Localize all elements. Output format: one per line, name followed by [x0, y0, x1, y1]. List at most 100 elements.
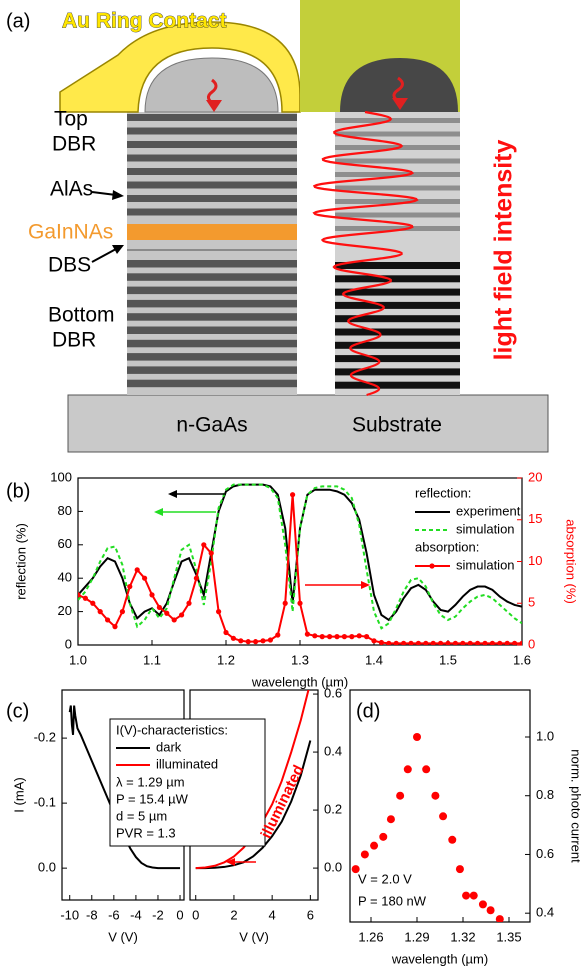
annotation: V = 2.0 V	[358, 871, 412, 886]
series-marker	[378, 639, 384, 645]
pillar	[127, 112, 297, 395]
series-marker	[105, 617, 111, 623]
x-tick-label: 1.26	[358, 929, 383, 944]
plot-area	[68, 705, 181, 870]
data-point	[370, 841, 379, 850]
sem-layer	[335, 172, 460, 177]
series-marker	[238, 638, 244, 644]
series-marker	[393, 640, 399, 645]
layer-label: Bottom	[48, 304, 115, 327]
series-marker	[408, 640, 414, 645]
x-tick-label: 0	[192, 907, 199, 922]
series-marker	[504, 640, 510, 645]
series-marker	[386, 640, 392, 645]
series-marker	[475, 640, 481, 645]
data-point	[486, 906, 495, 915]
dbr-layer	[127, 313, 297, 321]
y-tick-label: 0.2	[324, 802, 342, 817]
series-marker	[327, 634, 333, 640]
x-tick-label: -4	[130, 907, 142, 922]
y-tick-label: 60	[58, 536, 72, 551]
sem-layer	[335, 118, 460, 123]
layer-label: Top	[54, 108, 88, 131]
dbr-layer	[127, 127, 297, 135]
data-point	[462, 891, 471, 900]
series-marker	[127, 583, 133, 590]
series-marker	[253, 639, 259, 645]
sem-layer	[335, 131, 460, 137]
sem-layer	[335, 341, 460, 349]
y-tick-label: 100	[50, 469, 72, 484]
sem-layer	[335, 199, 460, 204]
dbr-layer	[127, 208, 297, 216]
y-axis-label: norm. photo current	[569, 749, 584, 863]
series-marker	[230, 635, 236, 641]
sem-dome	[340, 58, 458, 112]
field-intensity-wave	[312, 110, 419, 397]
x-tick-label: -2	[152, 907, 164, 922]
x-axis-label: V (V)	[239, 929, 269, 944]
series-marker	[149, 592, 155, 598]
plot-area	[78, 483, 522, 645]
layer-label: DBS	[48, 254, 91, 277]
y-tick-label: 0	[65, 636, 72, 651]
x-tick-label: -6	[108, 907, 120, 922]
x-tick-label: 1.32	[450, 929, 475, 944]
y2-axis-label: absorption (%)	[564, 519, 579, 604]
data-point	[351, 865, 360, 874]
data-point	[495, 915, 504, 922]
y-tick-label: 80	[58, 503, 72, 518]
series-marker	[186, 600, 192, 606]
series-marker	[290, 492, 296, 498]
series-marker	[208, 550, 214, 556]
light-arrow-head	[206, 100, 222, 112]
sem-layer	[335, 275, 460, 283]
y2-tick-label: 20	[528, 469, 542, 484]
sem-layer	[335, 226, 460, 231]
dbr-layer	[127, 286, 297, 295]
dbr-layer	[127, 168, 297, 175]
series-marker	[119, 609, 125, 615]
series-line	[68, 705, 181, 870]
chart: 1.0 1.1 1.2 1.3 1.4 1.5 1.60204060801000510152…	[6, 469, 579, 689]
dbr-layer	[127, 273, 297, 281]
dome	[144, 57, 279, 113]
device-diagram: (a) Au Ring Contact Top DBR AlAs GaInNAs…	[6, 0, 549, 453]
panel-label: (b)	[6, 480, 30, 502]
y2-tick-label: 15	[528, 511, 542, 526]
pointer-head	[112, 245, 124, 254]
series-marker	[482, 640, 488, 645]
series-marker	[445, 640, 451, 645]
series-marker	[467, 640, 473, 645]
intensity-label: light field intensity	[490, 139, 518, 360]
sem-layer	[335, 381, 460, 389]
data-point	[422, 765, 431, 774]
x-tick-label: -10	[60, 907, 79, 922]
x-tick-label: 1.6	[513, 652, 531, 667]
series-marker	[223, 629, 229, 636]
series-line	[78, 483, 522, 622]
data-point	[469, 891, 478, 900]
y-tick-label: 0.0	[324, 860, 342, 875]
y-tick-label: 0.6	[324, 685, 342, 700]
series-marker	[97, 609, 103, 615]
y-tick-label: 0.6	[536, 846, 554, 861]
plot-frame	[349, 689, 531, 923]
series-marker	[179, 612, 185, 618]
series-marker	[260, 638, 266, 644]
series-marker	[142, 575, 148, 581]
chart: -10 -8 -6 -4 -2 0 0.0 -0.1 -0.2 (c) V (V) I (mA)	[6, 689, 185, 944]
sem-layer	[335, 262, 460, 269]
data-point	[431, 791, 440, 800]
dbr-layer	[127, 299, 297, 308]
series-marker	[356, 633, 362, 639]
x-axis-label: V (V)	[108, 929, 138, 944]
pointer	[91, 248, 117, 263]
y-axis-label: I (mA)	[11, 777, 26, 812]
sem-layer	[335, 315, 460, 323]
dbr-layer	[127, 339, 297, 348]
series-marker	[78, 592, 81, 598]
series-marker	[282, 600, 288, 606]
legend-marker	[429, 563, 435, 569]
x-tick-label: 1.5	[439, 652, 457, 667]
